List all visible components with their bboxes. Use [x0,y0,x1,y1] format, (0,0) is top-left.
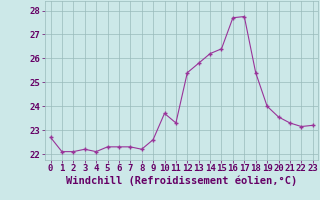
X-axis label: Windchill (Refroidissement éolien,°C): Windchill (Refroidissement éolien,°C) [66,176,297,186]
